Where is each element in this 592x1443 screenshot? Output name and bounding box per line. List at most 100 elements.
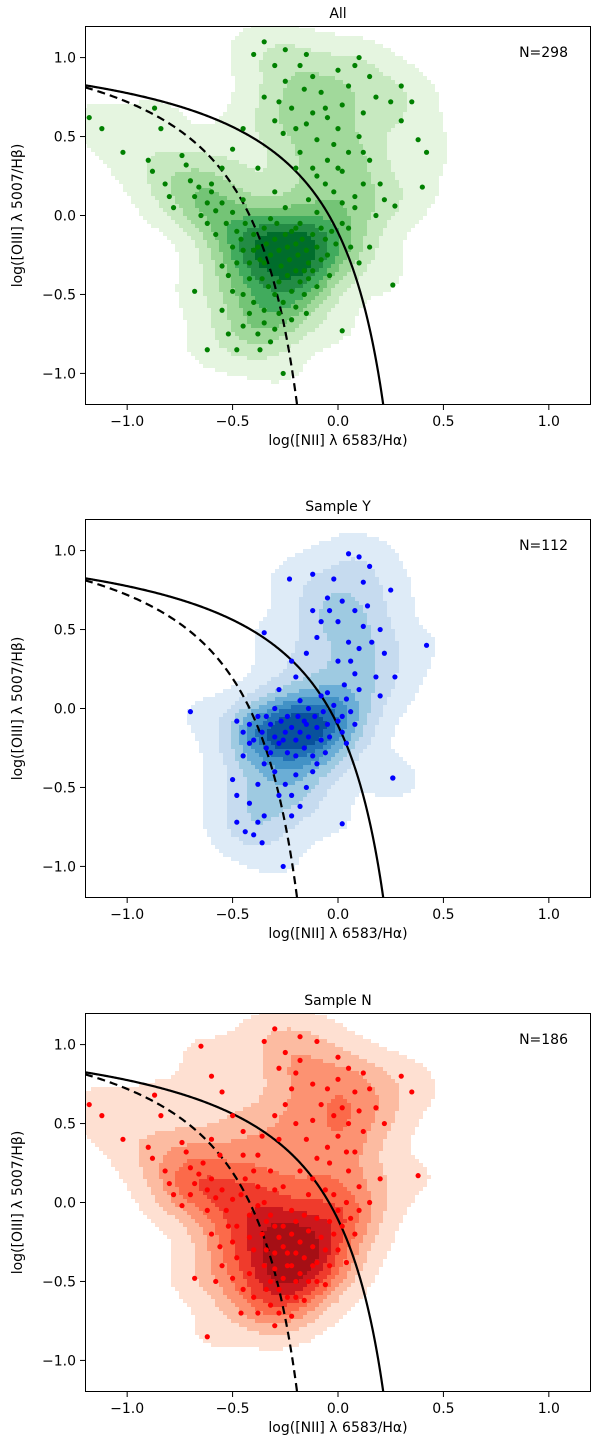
data-point	[229, 146, 236, 152]
data-point	[324, 721, 331, 727]
data-point	[310, 1117, 316, 1123]
data-point	[318, 619, 324, 625]
x-tick-label: 0.0	[327, 414, 349, 430]
data-point	[324, 690, 331, 696]
plot-frame	[85, 1013, 591, 1392]
x-tick-label: 0.5	[432, 414, 454, 430]
data-point	[324, 252, 331, 258]
data-point	[303, 784, 309, 791]
data-point	[345, 149, 352, 155]
data-point	[345, 225, 352, 231]
data-point	[289, 228, 295, 234]
x-tick-label: −1.0	[110, 1401, 144, 1417]
data-point	[246, 310, 253, 317]
data-point	[204, 200, 210, 206]
data-point	[267, 216, 274, 222]
data-point	[331, 1192, 337, 1198]
data-point	[335, 658, 341, 664]
data-point	[255, 244, 261, 250]
demarcation-lines	[85, 84, 385, 405]
data-point	[310, 110, 316, 116]
y-tick-label: 0.5	[54, 623, 76, 639]
data-point	[170, 1192, 177, 1198]
data-point	[234, 792, 240, 798]
data-point	[219, 1263, 225, 1269]
data-point	[240, 197, 246, 203]
data-point	[192, 1275, 198, 1281]
x-tick-label: 1.0	[538, 1401, 560, 1417]
data-point	[343, 1199, 350, 1206]
data-point	[196, 1171, 202, 1177]
data-point	[204, 1334, 210, 1340]
data-point	[367, 1086, 373, 1092]
data-point	[246, 1270, 253, 1277]
data-point	[234, 718, 240, 724]
data-point	[213, 208, 219, 214]
data-point	[352, 205, 358, 211]
data-point	[324, 114, 331, 121]
data-point	[390, 775, 396, 781]
data-point	[276, 247, 282, 253]
data-point	[367, 244, 373, 250]
data-point	[369, 639, 375, 645]
data-point	[301, 1255, 307, 1261]
data-point	[326, 272, 333, 279]
data-point	[352, 721, 358, 727]
data-point	[314, 173, 320, 179]
data-point	[305, 1228, 312, 1234]
data-point	[151, 105, 158, 111]
y-tick-label: 0.0	[54, 702, 76, 718]
data-point	[208, 189, 215, 195]
data-point	[339, 821, 345, 827]
data-point	[356, 1108, 362, 1114]
data-point	[345, 1168, 352, 1174]
count-label: N=186	[519, 1032, 568, 1048]
x-axis-label: log([NII] λ 6583/Hα)	[268, 433, 407, 449]
data-point	[305, 734, 312, 740]
data-point	[261, 94, 267, 100]
data-point	[377, 626, 383, 633]
data-point	[329, 228, 335, 234]
data-point	[255, 331, 261, 337]
data-point	[320, 709, 326, 715]
data-point	[305, 1278, 312, 1285]
data-point	[373, 1105, 379, 1111]
data-point	[284, 1250, 290, 1256]
data-point	[335, 718, 341, 724]
data-point	[303, 650, 309, 656]
data-point	[314, 1259, 320, 1266]
data-point	[240, 247, 246, 253]
data-point	[166, 193, 172, 200]
data-point	[301, 1297, 307, 1304]
data-point	[303, 1136, 309, 1142]
data-point	[423, 642, 430, 648]
data-point	[318, 89, 324, 95]
data-point	[335, 126, 341, 132]
data-point	[339, 1223, 345, 1229]
dashed-demarcation-line	[85, 86, 299, 405]
data-point	[280, 737, 286, 743]
data-point	[261, 320, 267, 326]
data-point	[234, 819, 240, 825]
data-point	[158, 1113, 164, 1119]
data-point	[280, 299, 286, 305]
data-point	[352, 1149, 358, 1155]
data-point	[267, 721, 274, 727]
data-point	[310, 1244, 316, 1250]
data-point	[251, 231, 257, 238]
data-point	[251, 247, 257, 253]
data-point	[272, 291, 278, 298]
data-point	[339, 1105, 345, 1111]
data-point	[318, 693, 324, 699]
x-tick-label: 0.0	[327, 1401, 349, 1417]
data-points	[187, 551, 430, 870]
data-point	[251, 1294, 257, 1300]
data-point	[86, 1101, 92, 1108]
data-points	[86, 39, 430, 377]
data-point	[267, 1212, 274, 1218]
data-point	[179, 1139, 185, 1146]
data-point	[367, 1199, 373, 1206]
data-point	[289, 317, 295, 323]
panel-title: All	[329, 6, 346, 22]
data-point	[335, 67, 341, 73]
